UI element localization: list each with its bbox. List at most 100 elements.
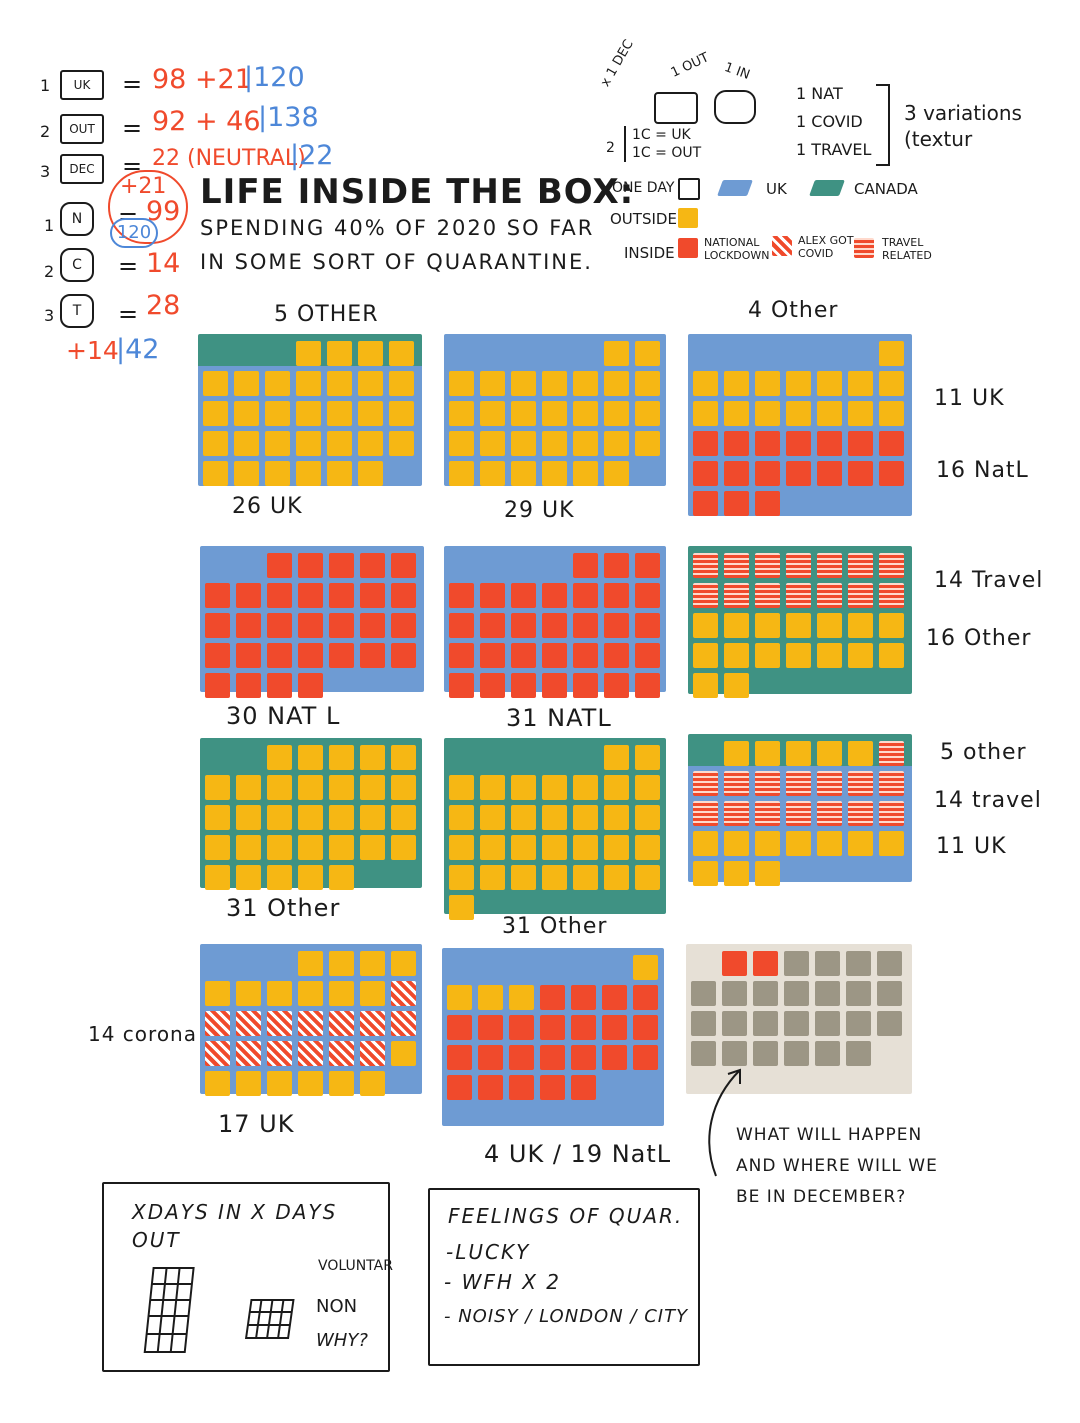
day-cell (815, 1041, 840, 1066)
day-cell (573, 431, 598, 456)
day-cell (693, 643, 718, 668)
day-cell (848, 371, 873, 396)
empty-cell (693, 741, 718, 766)
day-cell (329, 775, 354, 800)
jan-bottom-label: 26 UK (232, 494, 303, 519)
day-cell (724, 553, 749, 578)
day-cell (693, 431, 718, 456)
legend-outside-swatch (678, 208, 698, 228)
empty-cell (573, 745, 598, 770)
day-cell (846, 1041, 871, 1066)
legend-text: LOCKDOWN (704, 249, 770, 262)
legend-note: 1 OUT (668, 50, 712, 81)
tally-total: |138 (258, 102, 319, 133)
day-cell (511, 673, 536, 698)
covid-jar-icon: C (60, 248, 94, 282)
day-cell (573, 553, 598, 578)
day-cell (296, 371, 321, 396)
day-cell (724, 431, 749, 456)
day-cell (203, 431, 228, 456)
empty-cell (478, 955, 503, 980)
day-cell (724, 371, 749, 396)
day-cell (449, 805, 474, 830)
oct-left-label: 14 corona (88, 1022, 197, 1046)
legend-uk-swatch (717, 180, 753, 196)
dec-note-line: BE IN DECEMBER? (736, 1187, 907, 1207)
month-grid-feb (444, 334, 666, 486)
circled-total: 120 (110, 218, 158, 248)
jul-bottom-label: 31 Other (226, 894, 341, 922)
day-cell (604, 643, 629, 668)
legend-note: x 1 DEC (598, 37, 637, 90)
legend-one-day-swatch (678, 178, 700, 200)
day-cell (327, 431, 352, 456)
day-cell (449, 643, 474, 668)
legend-uk-label: UK (766, 180, 787, 198)
day-cell (784, 951, 809, 976)
day-cell (848, 643, 873, 668)
day-cell (635, 643, 660, 668)
day-cell (571, 1075, 596, 1100)
day-cell (635, 673, 660, 698)
legend-national-label: NATIONAL LOCKDOWN (704, 236, 770, 262)
empty-cell (786, 341, 811, 366)
day-cell (846, 981, 871, 1006)
day-cell (542, 371, 567, 396)
day-cell (786, 553, 811, 578)
day-cell (540, 1045, 565, 1070)
box1-line: NON (316, 1296, 358, 1317)
variation-note: 3 variations (904, 101, 1022, 125)
day-cell (480, 431, 505, 456)
day-cell (329, 1071, 354, 1096)
day-cell (480, 673, 505, 698)
day-cell (724, 491, 749, 516)
day-cell (848, 831, 873, 856)
day-cell (298, 643, 323, 668)
month-grid-nov (442, 948, 664, 1126)
tally-total: |22 (290, 140, 334, 171)
empty-cell (817, 341, 842, 366)
small-grid-sketch (244, 1299, 295, 1339)
day-cell (478, 1015, 503, 1040)
day-cell (879, 613, 904, 638)
day-cell (817, 643, 842, 668)
day-cell (846, 1011, 871, 1036)
day-cell (358, 401, 383, 426)
empty-cell (542, 745, 567, 770)
day-cell (848, 741, 873, 766)
day-cell (509, 1045, 534, 1070)
day-cell (329, 613, 354, 638)
legend-one-day-label: ONE DAY (612, 180, 675, 196)
empty-cell (234, 341, 259, 366)
day-cell (786, 801, 811, 826)
page-subtitle-line1: SPENDING 40% OF 2020 SO FAR (200, 216, 595, 240)
day-cell (755, 861, 780, 886)
legend-outside-label: OUTSIDE (610, 210, 677, 228)
day-cell (509, 1015, 534, 1040)
day-cell (635, 865, 660, 890)
day-cell (879, 801, 904, 826)
day-cell (480, 613, 505, 638)
day-cell (693, 553, 718, 578)
dec-note-line: WHAT WILL HAPPEN (736, 1125, 923, 1145)
day-cell (815, 1011, 840, 1036)
day-cell (786, 643, 811, 668)
legend-text: NATIONAL (704, 236, 760, 249)
day-cell (635, 401, 660, 426)
day-cell (511, 865, 536, 890)
day-cell (449, 865, 474, 890)
day-cell (391, 745, 416, 770)
day-cell (755, 801, 780, 826)
day-cell (296, 461, 321, 486)
tally-eq: = (118, 252, 139, 280)
day-cell (755, 831, 780, 856)
day-cell (848, 553, 873, 578)
month-grid-jun (688, 546, 912, 698)
day-cell (298, 1011, 323, 1036)
day-cell (391, 981, 416, 1006)
box1-line: WHY? (316, 1330, 368, 1351)
month-grid-mar (688, 334, 912, 516)
day-cell (635, 613, 660, 638)
tally-num: 2 (44, 262, 55, 281)
day-cell (633, 1015, 658, 1040)
